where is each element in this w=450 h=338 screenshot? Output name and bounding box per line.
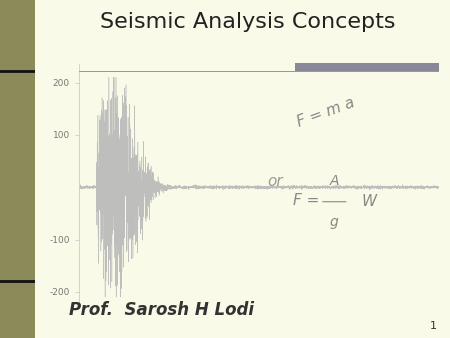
Text: W: W: [361, 194, 377, 209]
Text: or: or: [268, 173, 284, 189]
Text: Prof.  Sarosh H Lodi: Prof. Sarosh H Lodi: [69, 301, 255, 319]
Text: F =: F =: [293, 193, 324, 208]
Text: Seismic Analysis Concepts: Seismic Analysis Concepts: [100, 12, 395, 32]
Text: 1: 1: [429, 321, 436, 331]
Text: g: g: [330, 215, 339, 229]
Text: A: A: [329, 174, 339, 188]
Text: F = m a: F = m a: [295, 96, 356, 130]
